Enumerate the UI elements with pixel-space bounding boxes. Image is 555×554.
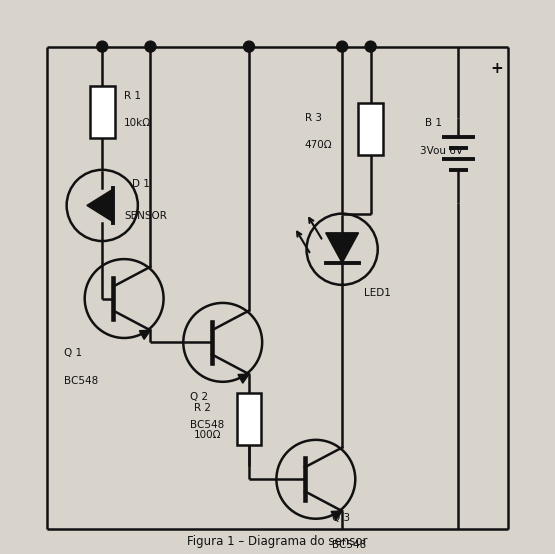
Text: Q 3: Q 3 — [332, 512, 350, 522]
Text: 3Vou 6V: 3Vou 6V — [420, 146, 463, 156]
Polygon shape — [238, 374, 249, 383]
Circle shape — [97, 41, 108, 52]
Text: Q 1: Q 1 — [64, 348, 82, 358]
Text: B 1: B 1 — [425, 118, 442, 129]
Text: 10kΩ: 10kΩ — [124, 118, 152, 129]
Text: R 1: R 1 — [124, 91, 141, 101]
Text: Q 2: Q 2 — [190, 392, 208, 402]
Text: 470Ω: 470Ω — [305, 140, 332, 150]
Text: BC548: BC548 — [332, 540, 366, 550]
Text: Figura 1 – Diagrama do sensor: Figura 1 – Diagrama do sensor — [187, 535, 368, 548]
Text: +: + — [490, 61, 503, 76]
Text: LED1: LED1 — [364, 288, 391, 298]
Polygon shape — [326, 233, 359, 263]
Circle shape — [145, 41, 156, 52]
Text: R 2: R 2 — [194, 403, 211, 413]
Text: 100Ω: 100Ω — [194, 430, 222, 440]
Polygon shape — [139, 330, 150, 340]
Bar — [359, 102, 383, 155]
Bar — [90, 86, 114, 138]
Circle shape — [244, 41, 255, 52]
Text: D 1: D 1 — [132, 178, 150, 188]
Circle shape — [365, 41, 376, 52]
Polygon shape — [87, 189, 113, 222]
Polygon shape — [331, 511, 342, 520]
Text: SENSOR: SENSOR — [124, 212, 167, 222]
Text: BC548: BC548 — [64, 376, 98, 386]
Bar — [236, 393, 261, 445]
Text: R 3: R 3 — [305, 113, 322, 123]
Circle shape — [337, 41, 347, 52]
Text: BC548: BC548 — [190, 419, 224, 429]
